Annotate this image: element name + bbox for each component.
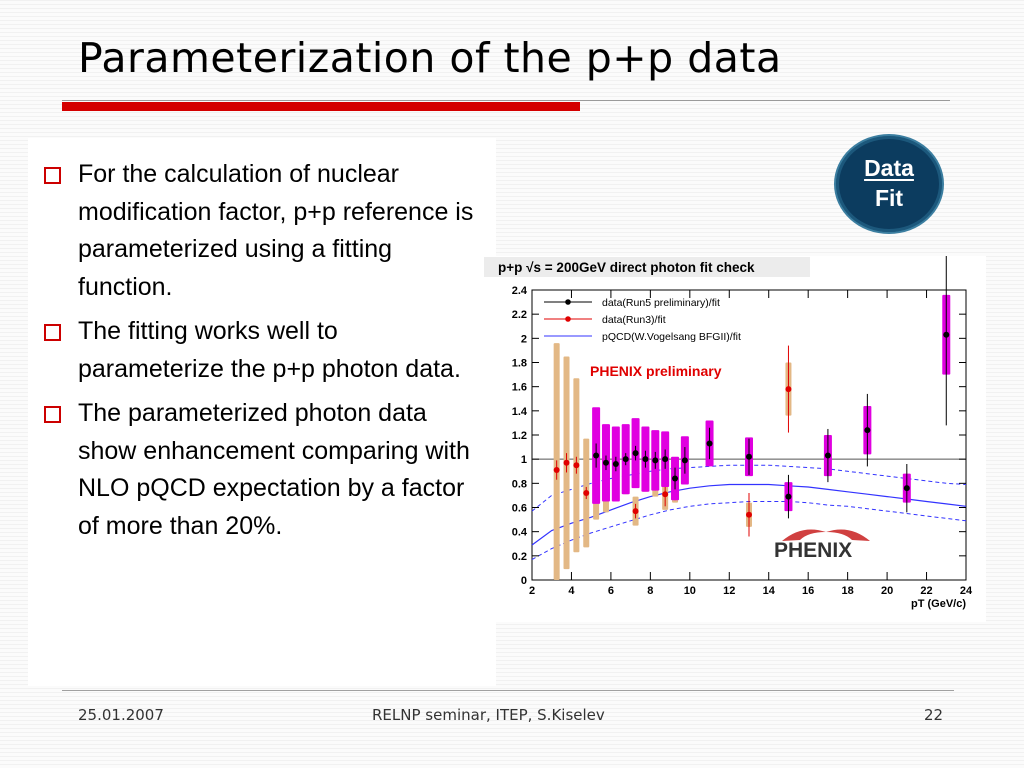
data-point	[785, 386, 792, 393]
data-point	[681, 457, 688, 464]
data-point	[612, 461, 619, 467]
x-tick-label: 12	[723, 585, 735, 597]
data-fit-button[interactable]: Data Fit	[834, 134, 944, 234]
data-point	[943, 331, 950, 338]
slide-title: Parameterization of the p+p data	[78, 34, 782, 82]
bullet-item: The parameterized photon data show enhan…	[40, 395, 488, 545]
data-point	[903, 485, 910, 492]
footer-divider	[62, 690, 954, 691]
footer-title: RELNP seminar, ITEP, S.Kiselev	[372, 706, 605, 724]
x-tick-label: 24	[960, 585, 973, 597]
chart-container: p+p √s = 200GeV direct photon fit check P…	[482, 256, 986, 622]
x-tick-label: 18	[842, 585, 854, 597]
legend-marker	[565, 299, 571, 305]
y-tick-label: 0.2	[512, 551, 527, 563]
bullet-text: For the calculation of nuclear modificat…	[78, 160, 474, 301]
y-tick-label: 1.2	[512, 430, 527, 442]
x-tick-label: 4	[568, 585, 575, 597]
data-point	[746, 453, 752, 460]
bullet-square-icon	[44, 406, 61, 423]
x-tick-label: 2	[529, 585, 535, 597]
bullet-item: The fitting works well to parameterize t…	[40, 313, 488, 388]
direct-photon-fit-chart: p+p √s = 200GeV direct photon fit check P…	[484, 256, 973, 610]
x-tick-label: 10	[684, 585, 696, 597]
data-point	[563, 459, 570, 466]
data-point	[652, 457, 659, 464]
legend-marker	[565, 316, 571, 322]
x-tick-label: 14	[763, 585, 776, 597]
data-point	[672, 475, 679, 482]
x-axis-label: pT (GeV/c)	[911, 598, 966, 610]
bullet-item: For the calculation of nuclear modificat…	[40, 156, 488, 306]
bullet-square-icon	[44, 324, 61, 341]
x-tick-label: 22	[920, 585, 932, 597]
y-tick-label: 0.8	[512, 478, 527, 490]
data-point	[662, 491, 669, 498]
data-point	[642, 456, 649, 463]
badge-line-1: Data	[864, 155, 914, 181]
y-tick-label: 2.4	[512, 285, 528, 297]
data-point	[746, 511, 752, 518]
y-tick-label: 0.4	[512, 527, 528, 539]
chart-title-bg	[484, 257, 810, 277]
data-point	[632, 508, 639, 515]
badge-line-2: Fit	[874, 185, 904, 211]
y-tick-label: 2	[521, 333, 527, 345]
data-point	[632, 450, 639, 457]
y-tick-label: 2.2	[512, 309, 527, 321]
legend-label: data(Run5 preliminary)/fit	[602, 297, 720, 309]
logo-wing-left	[782, 529, 826, 541]
watermark-text: PHENIX preliminary	[590, 363, 722, 379]
x-tick-label: 6	[608, 585, 614, 597]
data-point	[583, 490, 590, 496]
data-point	[864, 427, 871, 434]
data-point	[602, 459, 609, 466]
logo-text: PHENIX	[774, 539, 852, 562]
y-tick-label: 0.6	[512, 503, 527, 515]
data-point	[824, 452, 831, 459]
y-tick-label: 1.4	[512, 406, 528, 418]
content-panel	[28, 138, 496, 686]
data-point	[706, 440, 713, 447]
data-point	[785, 493, 792, 500]
title-accent-bar	[62, 102, 580, 111]
x-tick-label: 20	[881, 585, 893, 597]
footer-date: 25.01.2007	[78, 706, 164, 724]
bullet-text: The parameterized photon data show enhan…	[78, 399, 470, 540]
title-divider	[62, 100, 950, 101]
y-tick-label: 1.8	[512, 358, 527, 370]
y-tick-label: 1.6	[512, 382, 527, 394]
y-tick-label: 0	[521, 575, 527, 587]
bullet-list: For the calculation of nuclear modificat…	[40, 156, 488, 552]
legend-label: data(Run3)/fit	[602, 314, 666, 326]
x-tick-label: 8	[647, 585, 653, 597]
data-point	[662, 456, 669, 463]
data-point	[593, 452, 600, 459]
data-point	[553, 467, 560, 474]
bullet-text: The fitting works well to parameterize t…	[78, 317, 461, 383]
y-tick-label: 1	[521, 454, 527, 466]
legend-label: pQCD(W.Vogelsang BFGII)/fit	[602, 331, 741, 343]
page-number: 22	[924, 706, 944, 724]
data-point	[622, 456, 629, 463]
x-tick-label: 16	[802, 585, 814, 597]
chart-title: p+p √s = 200GeV direct photon fit check	[498, 260, 755, 275]
bullet-square-icon	[44, 167, 61, 184]
data-point	[573, 462, 580, 469]
logo-wing-right	[826, 529, 870, 541]
